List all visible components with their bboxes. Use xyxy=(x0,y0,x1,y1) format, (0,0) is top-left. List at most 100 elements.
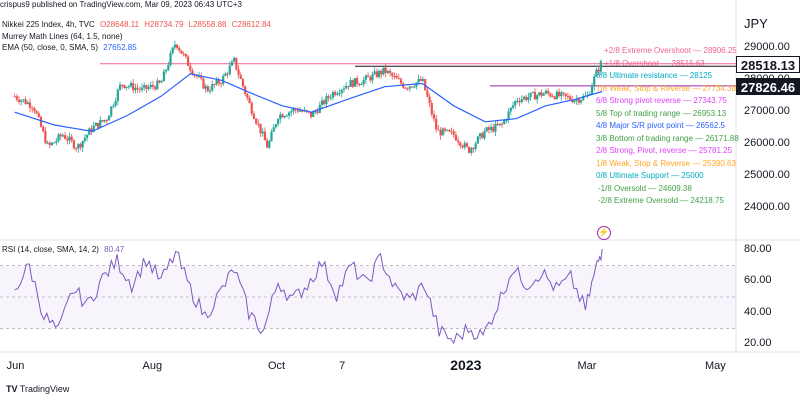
candle-body xyxy=(553,96,556,99)
candle-body xyxy=(362,79,365,85)
candle-body xyxy=(15,96,18,100)
symbol-header: Nikkei 225 Index, 4h, TVC O28648.11 H287… xyxy=(2,20,271,29)
candle-body xyxy=(77,144,80,149)
candle-body xyxy=(373,71,376,75)
candle-body xyxy=(59,134,62,137)
candle-body xyxy=(182,53,185,55)
candle-body xyxy=(50,142,54,146)
candle-body xyxy=(160,81,163,83)
candle-body xyxy=(599,61,602,72)
candle-body xyxy=(176,44,179,48)
candle-body xyxy=(55,140,58,143)
candle-body xyxy=(83,137,86,141)
candle-body xyxy=(386,70,389,73)
candle-body xyxy=(371,74,374,81)
murrey-level-label: 6/8 Strong pivot reverse — 27343.75 xyxy=(596,96,727,106)
candle-body xyxy=(395,76,398,79)
candle-body xyxy=(239,74,242,79)
candle-body xyxy=(263,131,267,141)
candle-body xyxy=(17,99,21,102)
candle-body xyxy=(345,86,348,89)
candle-body xyxy=(470,148,473,153)
candle-body xyxy=(61,135,65,137)
candle-body xyxy=(463,143,466,148)
candle-body xyxy=(42,126,45,132)
candle-body xyxy=(268,141,271,148)
candle-body xyxy=(527,97,530,101)
candle-body xyxy=(138,88,141,90)
price-tick-label: 26000.00 xyxy=(744,137,790,150)
price-tick-label: 25000.00 xyxy=(744,169,790,182)
candle-body xyxy=(417,78,420,83)
event-badge-icon[interactable]: ⚡ xyxy=(597,226,611,240)
time-tick-label: May xyxy=(705,360,726,372)
candle-body xyxy=(435,118,438,130)
candle-body xyxy=(452,131,455,135)
candle-body xyxy=(443,128,447,131)
candle-body xyxy=(413,86,416,88)
candle-body xyxy=(46,142,49,144)
candle-body xyxy=(367,75,370,77)
candle-body xyxy=(551,96,554,98)
rsi-tick-label: 60.00 xyxy=(744,274,772,287)
candle-body xyxy=(323,100,326,105)
candle-body xyxy=(516,100,519,102)
candle-body xyxy=(252,113,256,119)
candle-body xyxy=(382,67,385,75)
candle-body xyxy=(26,102,29,105)
candle-body xyxy=(597,69,600,72)
time-tick-label: Jun xyxy=(6,360,25,372)
candle-body xyxy=(353,78,357,87)
candle-body xyxy=(571,99,574,103)
candle-body xyxy=(509,107,512,112)
candle-body xyxy=(334,92,337,95)
candle-body xyxy=(494,123,497,132)
candle-body xyxy=(143,85,146,88)
candle-body xyxy=(276,119,280,125)
candle-body xyxy=(369,76,372,81)
candle-body xyxy=(349,80,352,87)
candle-body xyxy=(224,73,227,76)
candle-body xyxy=(147,87,150,89)
candle-body xyxy=(140,87,144,90)
candle-body xyxy=(127,86,130,88)
price-tick-label: 24000.00 xyxy=(744,201,790,214)
candle-body xyxy=(274,124,277,128)
murrey-level-label: 1/8 Weak, Stop & Reverse — 25390.63 xyxy=(596,158,736,168)
candle-body xyxy=(454,134,458,141)
candle-body xyxy=(136,87,139,89)
candle-body xyxy=(64,135,67,139)
rsi-legend-value: 80.47 xyxy=(104,245,125,254)
candle-body xyxy=(116,89,119,102)
candle-body xyxy=(421,79,425,81)
candle-body xyxy=(222,75,225,84)
candle-body xyxy=(105,120,108,122)
candle-body xyxy=(33,108,36,112)
candle-body xyxy=(404,87,407,89)
ohlc-open: O28648.11 xyxy=(100,20,140,29)
candle-body xyxy=(461,145,464,148)
candle-body xyxy=(448,129,451,132)
candle-body xyxy=(101,120,104,122)
candle-body xyxy=(496,123,499,126)
candle-body xyxy=(340,89,343,94)
candle-body xyxy=(424,79,427,91)
candle-body xyxy=(505,119,508,121)
candle-body xyxy=(489,126,493,130)
candle-body xyxy=(228,65,231,75)
candle-body xyxy=(525,96,528,101)
murrey-level-label: 8/8 Ultimate resistance — 28125 xyxy=(596,71,713,81)
candle-body xyxy=(391,73,394,76)
candle-body xyxy=(173,44,177,48)
candle-body xyxy=(450,131,453,133)
candle-body xyxy=(564,93,567,96)
candle-body xyxy=(53,142,56,144)
murrey-level-label: +1/8 Overshoot — 28515.63 xyxy=(604,58,705,68)
candle-body xyxy=(558,91,561,97)
candle-body xyxy=(88,128,91,135)
time-tick-label: Aug xyxy=(142,360,163,372)
candle-body xyxy=(540,92,543,96)
candle-body xyxy=(121,84,124,86)
candle-body xyxy=(37,113,40,117)
